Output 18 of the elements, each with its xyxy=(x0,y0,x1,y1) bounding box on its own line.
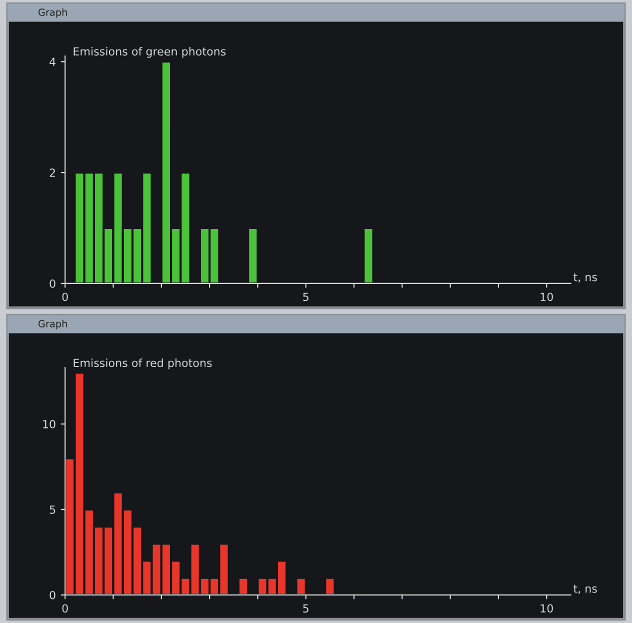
x-tick-label: 10 xyxy=(540,604,553,613)
chart-title: Emissions of green photons xyxy=(74,46,226,58)
y-tick-label: 4 xyxy=(50,58,56,66)
x-axis-title: t, ns xyxy=(574,273,597,282)
x-tick-label: 0 xyxy=(62,292,68,302)
y-tick-label: 5 xyxy=(50,506,56,514)
y-tick-label: 0 xyxy=(50,590,56,600)
y-tick-label: 2 xyxy=(50,168,55,177)
x-axis-title: t, ns xyxy=(574,584,597,594)
y-tick-label: 10 xyxy=(43,420,56,428)
x-tick-label: 0 xyxy=(62,604,68,613)
x-tick-label: 10 xyxy=(540,292,553,302)
text: Graph xyxy=(38,8,67,18)
y-tick-label: 0 xyxy=(50,279,56,288)
x-tick-label: 5 xyxy=(303,292,308,302)
text: Graph xyxy=(38,320,67,330)
x-tick-label: 5 xyxy=(303,604,308,613)
chart-title: Emissions of red photons xyxy=(74,358,212,370)
